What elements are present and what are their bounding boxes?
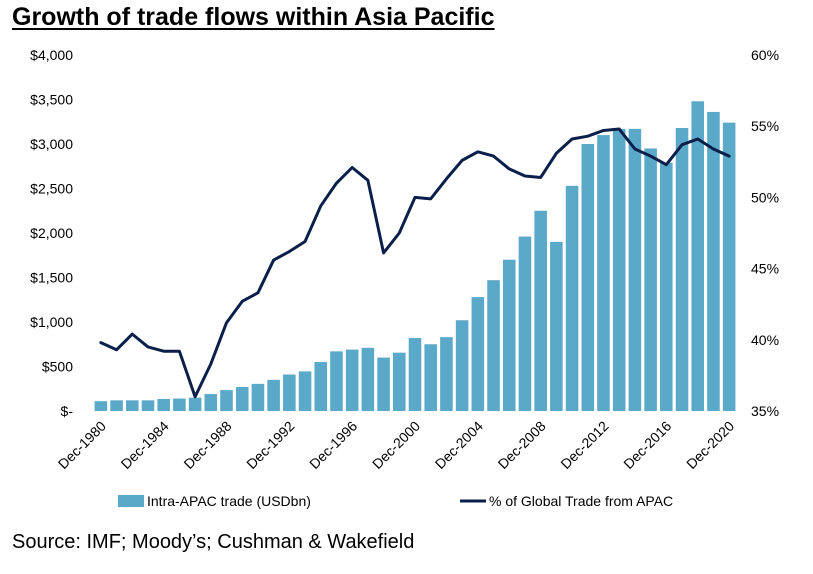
x-tick-label: Dec-2004 (432, 418, 486, 472)
bar-Dec-1999 (393, 352, 406, 411)
bar-Dec-2010 (565, 185, 579, 411)
y-right-tick-label: 50% (751, 189, 779, 205)
x-tick-label: Dec-2008 (495, 418, 549, 472)
bar-Dec-1984 (157, 398, 170, 411)
x-tick-label: Dec-1980 (55, 418, 109, 472)
bar-Dec-1982 (125, 400, 139, 411)
bar-Dec-2006 (502, 259, 516, 411)
bar-Dec-2018 (691, 101, 705, 411)
bar-Dec-2012 (597, 135, 610, 411)
bar-Dec-1985 (173, 398, 186, 411)
bar-Dec-2020 (722, 122, 736, 411)
y-right-tick-label: 60% (751, 47, 779, 63)
bar-Dec-1992 (283, 374, 296, 411)
bar-Dec-1996 (345, 349, 359, 411)
x-tick-label: Dec-2000 (369, 418, 423, 472)
bar-Dec-2003 (455, 320, 469, 411)
bar-Dec-1989 (235, 386, 249, 411)
bar-Dec-2002 (440, 337, 453, 411)
bar-Dec-2015 (644, 148, 657, 411)
y-left-tick-label: $3,000 (30, 136, 73, 152)
bar-Dec-1990 (251, 383, 265, 411)
legend-label-line: % of Global Trade from APAC (489, 493, 673, 509)
bar-Dec-2009 (550, 241, 563, 411)
y-left-tick-label: $- (61, 403, 74, 419)
bar-Dec-2007 (518, 236, 532, 411)
bar-Dec-1994 (314, 362, 328, 411)
bar-Dec-1987 (204, 394, 218, 411)
bar-Dec-1991 (267, 379, 280, 411)
bar-Dec-1993 (298, 371, 312, 411)
x-axis-ticks: Dec-1980 Dec-1984 Dec-1988 Dec-1992 Dec-1996… (55, 418, 738, 472)
y-left-tick-label: $1,500 (30, 270, 73, 286)
bar-Dec-2008 (534, 210, 547, 411)
legend-swatch-bar (118, 495, 144, 507)
x-tick-label: Dec-2012 (557, 418, 611, 472)
x-tick-label: Dec-1988 (180, 418, 234, 472)
x-tick-label: Dec-1992 (243, 418, 297, 472)
bar-Dec-2016 (660, 162, 673, 411)
bar-Dec-1980 (94, 401, 108, 411)
bar-Dec-2011 (581, 144, 595, 411)
bar-Dec-1988 (220, 390, 233, 411)
x-tick-label: Dec-1984 (118, 418, 172, 472)
x-tick-label: Dec-2020 (683, 418, 737, 472)
bar-Dec-2000 (408, 338, 422, 411)
bar-Dec-2014 (628, 128, 642, 411)
x-tick-label: Dec-1996 (306, 418, 360, 472)
bar-Dec-1981 (110, 400, 123, 411)
y-left-tick-label: $4,000 (30, 47, 73, 63)
y-left-tick-label: $1,000 (30, 314, 73, 330)
bar-Dec-2001 (424, 344, 437, 411)
bar-Dec-2019 (707, 111, 720, 412)
y-right-tick-label: 55% (751, 118, 779, 134)
bar-Dec-1995 (330, 351, 343, 411)
legend-label-bar: Intra-APAC trade (USDbn) (147, 493, 311, 509)
y-left-tick-label: $3,500 (30, 92, 73, 108)
legend: Intra-APAC trade (USDbn) % of Global Tra… (118, 493, 673, 509)
bar-Dec-2004 (471, 297, 485, 411)
y-right-tick-label: 45% (751, 261, 779, 277)
bar-Dec-2013 (612, 128, 626, 411)
y-left-tick-label: $2,500 (30, 181, 73, 197)
line-series-global-share (99, 127, 731, 399)
y-right-tick-label: 40% (751, 332, 779, 348)
bar-Dec-2017 (675, 127, 689, 411)
left-axis-ticks: $- $500 $1,000 $1,500 $2,000 $2,500 $3,000 $3,5… (30, 47, 73, 419)
y-left-tick-label: $2,000 (30, 225, 73, 241)
source-note: Source: IMF; Moody’s; Cushman & Wakefiel… (12, 531, 415, 553)
y-right-tick-label: 35% (751, 403, 779, 419)
bar-Dec-1983 (141, 400, 155, 411)
x-tick-label: Dec-2016 (620, 418, 674, 472)
bar-series-intra-apac (94, 101, 736, 412)
bar-Dec-1997 (361, 347, 375, 411)
chart-title: Growth of trade flows within Asia Pacifi… (12, 3, 495, 31)
bar-Dec-1998 (377, 357, 390, 411)
right-axis-ticks: 35% 40% 45% 50% 55% 60% (751, 47, 779, 419)
bar-Dec-1986 (188, 397, 202, 411)
y-left-tick-label: $500 (42, 359, 73, 375)
bar-Dec-2005 (487, 280, 500, 411)
